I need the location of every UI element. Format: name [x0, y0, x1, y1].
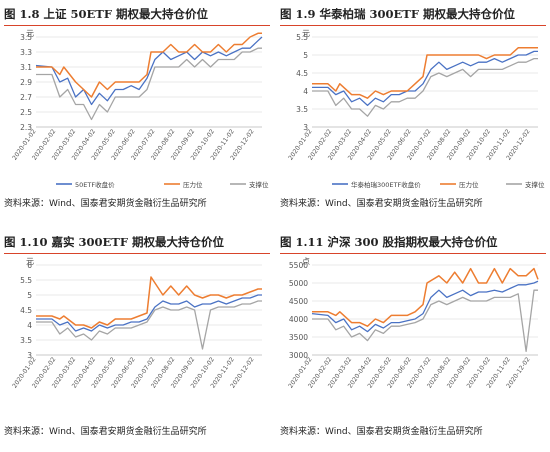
pressure-level-line [312, 267, 539, 327]
y-tick-label: 4 [303, 87, 308, 96]
panel-jiashi-300etf: 图 1.10 嘉实 300ETF 期权最大持仓价位 元 6 5.5 5 4.5 4 3.5 3… [0, 228, 272, 450]
y-axis-unit-label: 点 [302, 257, 310, 266]
y-tick-label: 5000 [289, 279, 308, 288]
y-tick-label: 2.9 [20, 78, 32, 87]
pressure-level-line [36, 276, 262, 329]
title-rule [280, 25, 546, 26]
y-tick-label: 5 [27, 291, 32, 300]
source-note: 资料来源：Wind、国泰君安期货金融衍生品研究所 [4, 199, 207, 209]
support-level-line [36, 300, 262, 350]
legend-label: 华泰柏瑞300ETF收盘价 [351, 180, 421, 189]
close-price-line [35, 36, 263, 106]
y-tick-label: 3000 [289, 351, 308, 360]
y-axis-unit-label: 元 [26, 29, 34, 38]
figure-title: 图 1.11 沪深 300 股指期权最大持仓价位 [280, 235, 498, 249]
title-rule [4, 25, 270, 26]
y-tick-label: 3.5 [296, 105, 308, 114]
y-tick-label: 6 [27, 261, 32, 270]
chart-50etf: 元3.53.33.12.92.72.52.32020-01-022020-02-… [11, 29, 269, 189]
figure-title: 图 1.9 华泰柏瑞 300ETF 期权最大持仓价位 [280, 7, 516, 21]
panel-hs300-index-option: 图 1.11 沪深 300 股指期权最大持仓价位 点 5500 5000 4500 40… [276, 228, 548, 450]
y-tick-label: 4 [27, 321, 32, 330]
y-axis-unit-label: 元 [302, 29, 310, 38]
source-note: 资料来源：Wind、国泰君安期货金融衍生品研究所 [280, 199, 483, 209]
y-tick-label: 5.5 [20, 276, 32, 285]
support-level-line [312, 289, 538, 353]
chart-huatai-300etf: 元5.554.543.532020-01-022020-02-022020-03… [287, 29, 545, 189]
legend-label: 压力位 [459, 180, 479, 189]
y-tick-label: 2.3 [20, 123, 32, 132]
y-tick-label: 4.5 [296, 69, 308, 78]
y-tick-label: 3.5 [20, 33, 32, 42]
source-note: 资料来源：Wind、国泰君安期货金融衍生品研究所 [280, 427, 483, 437]
pressure-level-line [312, 47, 538, 99]
y-tick-label: 3 [303, 123, 308, 132]
y-tick-label: 5500 [289, 261, 308, 270]
y-tick-label: 3.1 [20, 63, 32, 72]
legend-label: 压力位 [183, 180, 203, 189]
y-tick-label: 5 [303, 51, 308, 60]
close-price-line [312, 50, 538, 107]
y-tick-label: 3500 [289, 333, 308, 342]
chart-hs300-index-option: 点5500500045004000350030002020-01-022020-… [287, 257, 539, 390]
y-tick-label: 2.5 [20, 108, 32, 117]
y-tick-label: 5.5 [296, 33, 308, 42]
figure-title: 图 1.8 上证 50ETF 期权最大持仓价位 [4, 7, 209, 21]
legend-label: 支撑位 [525, 180, 545, 189]
y-axis-unit-label: 元 [26, 257, 34, 266]
y-tick-label: 4500 [289, 297, 308, 306]
y-tick-label: 2.7 [20, 93, 32, 102]
panel-huatai-300etf: 图 1.9 华泰柏瑞 300ETF 期权最大持仓价位 元 5.5 5 4.5 4 3.5 3… [276, 0, 548, 222]
y-tick-label: 3 [27, 351, 32, 360]
support-level-line [312, 57, 538, 117]
close-price-line [36, 294, 262, 332]
y-tick-label: 4000 [289, 315, 308, 324]
legend-label: 50ETF收盘价 [75, 180, 115, 189]
close-price-line [311, 280, 539, 333]
pressure-level-line [36, 32, 262, 98]
panel-50etf: 图 1.8 上证 50ETF 期权最大持仓价位 元 3.5 3.3 3.1 2.9 2.7… [0, 0, 272, 222]
y-tick-label: 3.3 [20, 48, 32, 57]
y-tick-label: 3.5 [20, 336, 32, 345]
title-rule [280, 253, 546, 254]
chart-jiashi-300etf: 元65.554.543.532020-01-022020-02-022020-0… [11, 257, 262, 390]
y-tick-label: 4.5 [20, 306, 32, 315]
support-level-line [36, 47, 262, 121]
figure-title: 图 1.10 嘉实 300ETF 期权最大持仓价位 [4, 235, 225, 249]
legend-label: 支撑位 [249, 180, 269, 189]
title-rule [4, 253, 270, 254]
source-note: 资料来源：Wind、国泰君安期货金融衍生品研究所 [4, 427, 207, 437]
